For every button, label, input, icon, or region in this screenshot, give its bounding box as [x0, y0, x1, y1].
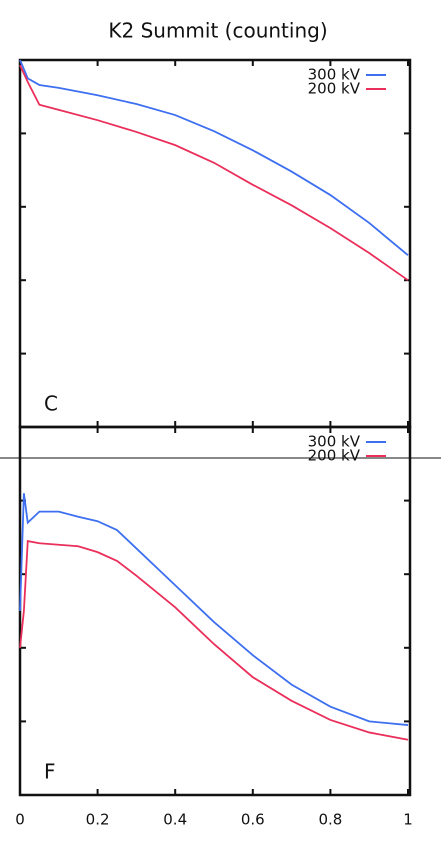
- panel-label: C: [44, 392, 58, 416]
- x-tick-label: 0.6: [241, 811, 265, 829]
- line-series: [19, 59, 409, 256]
- legend-label: 300 kV: [308, 433, 361, 451]
- line-series: [19, 540, 409, 741]
- legend-label: 300 kV: [308, 66, 361, 84]
- plot-frame: [18, 425, 412, 797]
- x-tick-label: 0: [15, 811, 25, 829]
- x-tick-label: 0.8: [318, 811, 342, 829]
- legend-label: 200 kV: [308, 80, 361, 98]
- chart-title: K2 Summit (counting): [108, 19, 327, 43]
- line-series: [19, 64, 409, 281]
- x-tick-label: 0.4: [163, 811, 187, 829]
- line-series: [19, 493, 409, 726]
- x-tick-label: 1: [403, 811, 413, 829]
- panel-label: F: [44, 760, 56, 784]
- x-tick-label: 0.2: [86, 811, 110, 829]
- legend-label: 200 kV: [308, 447, 361, 465]
